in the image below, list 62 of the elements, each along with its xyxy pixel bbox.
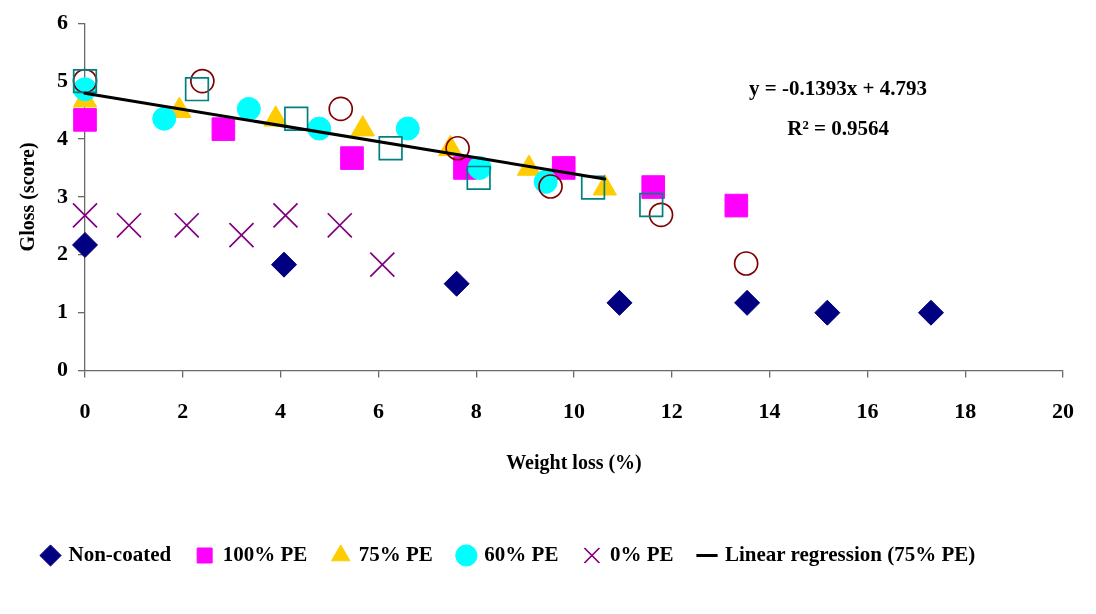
legend-label: 75% PE	[358, 541, 433, 566]
x-axis-title: Weight loss (%)	[506, 451, 642, 475]
legend-label: 100% PE	[222, 541, 308, 566]
y-tick-label: 3	[57, 182, 68, 208]
annotation: y = -0.1393x + 4.793	[749, 75, 928, 100]
point	[272, 202, 299, 229]
point	[211, 117, 236, 141]
point	[236, 96, 261, 121]
point	[369, 251, 396, 278]
point	[271, 251, 298, 278]
x-tick-label: 18	[954, 398, 977, 424]
y-tick-label: 6	[57, 8, 68, 34]
y-tick-label: 1	[57, 298, 68, 324]
x-tick-label: 8	[470, 398, 482, 424]
point	[724, 193, 749, 218]
point	[72, 202, 98, 229]
x-tick-label: 20	[1052, 398, 1074, 424]
point	[378, 136, 403, 161]
point	[733, 251, 759, 276]
point	[445, 135, 470, 161]
point	[116, 212, 142, 239]
legend-label: Non-coated	[68, 541, 172, 566]
x-tick-label: 14	[758, 398, 781, 424]
x-tick-label: 6	[372, 398, 384, 424]
point	[814, 299, 841, 326]
point	[72, 231, 98, 258]
point	[328, 96, 354, 122]
x-tick-label: 10	[563, 398, 585, 424]
point	[538, 174, 563, 199]
point	[466, 165, 491, 190]
point	[190, 68, 215, 94]
x-tick-label: 16	[856, 398, 879, 424]
point	[173, 212, 200, 239]
point	[184, 77, 210, 102]
x-tick-label: 4	[275, 398, 287, 424]
y-tick-label: 5	[57, 66, 68, 92]
point	[73, 108, 97, 132]
y-axis-title: Gloss (score)	[16, 142, 40, 252]
point	[443, 270, 470, 297]
y-tick-label: 2	[57, 240, 68, 266]
legend-label: 60% PE	[484, 541, 559, 566]
x-tick-label: 2	[177, 398, 189, 424]
point	[639, 192, 664, 218]
point	[326, 212, 353, 239]
point	[340, 146, 364, 170]
point	[917, 299, 944, 326]
point	[734, 289, 761, 316]
legend-label: 0% PE	[609, 541, 674, 566]
y-tick-label: 4	[57, 124, 68, 150]
x-tick-label: 0	[79, 398, 91, 424]
y-tick-label: 0	[57, 356, 68, 382]
point	[606, 289, 633, 316]
x-tick-label: 12	[660, 398, 683, 424]
legend-label: Linear regression (75% PE)	[724, 541, 976, 566]
point	[580, 175, 606, 200]
point	[228, 222, 255, 248]
point	[641, 175, 666, 199]
point	[152, 106, 177, 131]
point	[648, 202, 674, 228]
point	[284, 106, 309, 131]
point	[395, 116, 420, 141]
annotation: R² = 0.9564	[787, 115, 890, 140]
